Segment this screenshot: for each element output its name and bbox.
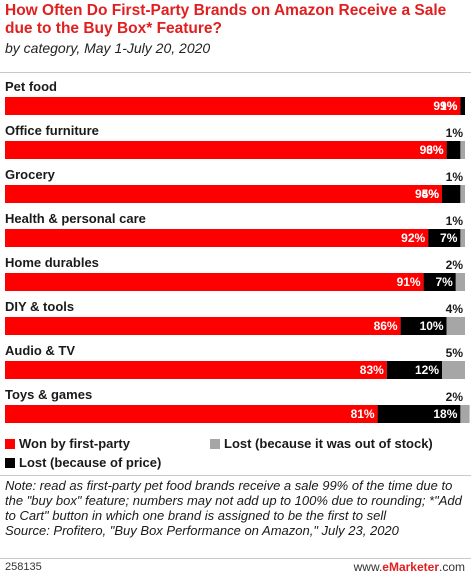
bar-lost-because-of-price-health-personal-care (428, 229, 461, 247)
bar-lost-because-it-was-out-of-stock-grocery (460, 185, 465, 203)
data-label-lost-because-of-price-pet-food: 1% (440, 99, 458, 113)
category-label-office-furniture: Office furniture (5, 123, 99, 138)
bar-lost-because-of-price-pet-food (460, 97, 465, 115)
bar-lost-because-it-was-out-of-stock-home-durables (455, 273, 465, 291)
bar-lost-because-it-was-out-of-stock-toys-games (460, 405, 470, 423)
category-label-grocery: Grocery (5, 167, 56, 182)
data-label-lost-because-of-price-toys-games: 18% (433, 407, 457, 421)
divider (0, 475, 471, 476)
note-text: Note: read as first-party pet food brand… (5, 478, 462, 523)
bar-lost-because-it-was-out-of-stock-health-personal-care (460, 229, 465, 247)
divider (0, 72, 471, 73)
brand-prefix: www. (353, 560, 383, 574)
bar-won-by-first-party-diy-tools (5, 317, 401, 335)
bar-won-by-first-party-toys-games (5, 405, 378, 423)
bar-lost-because-of-price-office-furniture (446, 141, 461, 159)
legend-label-lost-stock: Lost (because it was out of stock) (224, 436, 433, 451)
data-label-lost-because-it-was-out-of-stock-grocery: 1% (446, 170, 464, 184)
bar-lost-because-it-was-out-of-stock-audio-tv (442, 361, 465, 379)
chart-id: 258135 (5, 561, 42, 573)
data-label-lost-because-of-price-office-furniture: 3% (426, 143, 444, 157)
data-label-lost-because-it-was-out-of-stock-health-personal-care: 1% (446, 214, 464, 228)
category-label-diy-tools: DIY & tools (5, 299, 74, 314)
bar-lost-because-of-price-diy-tools (400, 317, 447, 335)
brand-suffix: .com (438, 560, 465, 574)
bar-won-by-first-party-grocery (5, 185, 442, 203)
divider (0, 558, 471, 559)
brand-name: eMarketer (382, 560, 439, 574)
data-label-won-by-first-party-health-personal-care: 92% (401, 231, 425, 245)
data-label-won-by-first-party-audio-tv: 83% (360, 363, 384, 377)
bar-won-by-first-party-audio-tv (5, 361, 387, 379)
source-text: Source: Profitero, "Buy Box Performance … (5, 523, 399, 538)
legend-swatch-lost-price (5, 458, 15, 468)
data-label-won-by-first-party-home-durables: 91% (397, 275, 421, 289)
bar-lost-because-of-price-home-durables (423, 273, 456, 291)
brand-logo: www.eMarketer.com (354, 560, 465, 574)
category-label-audio-tv: Audio & TV (5, 343, 75, 358)
bar-won-by-first-party-health-personal-care (5, 229, 429, 247)
data-label-lost-because-it-was-out-of-stock-home-durables: 2% (446, 258, 464, 272)
category-label-health-personal-care: Health & personal care (5, 211, 146, 226)
bar-lost-because-of-price-toys-games (377, 405, 461, 423)
category-label-home-durables: Home durables (5, 255, 99, 270)
bar-lost-because-it-was-out-of-stock-diy-tools (446, 317, 465, 335)
legend-swatch-won (5, 439, 15, 449)
data-label-lost-because-it-was-out-of-stock-toys-games: 2% (446, 390, 464, 404)
bar-lost-because-of-price-grocery (442, 185, 461, 203)
data-label-lost-because-it-was-out-of-stock-office-furniture: 1% (446, 126, 464, 140)
legend-swatch-lost-stock (210, 439, 220, 449)
data-label-lost-because-of-price-audio-tv: 12% (415, 363, 439, 377)
data-label-won-by-first-party-toys-games: 81% (351, 407, 375, 421)
data-label-lost-because-of-price-health-personal-care: 7% (440, 231, 458, 245)
legend-item-won: Won by first-party (5, 436, 130, 451)
legend-label-won: Won by first-party (19, 436, 130, 451)
data-label-lost-because-of-price-home-durables: 7% (435, 275, 453, 289)
bar-won-by-first-party-pet-food (5, 97, 461, 115)
data-label-won-by-first-party-diy-tools: 86% (374, 319, 398, 333)
category-label-toys-games: Toys & games (5, 387, 92, 402)
chart-title: How Often Do First-Party Brands on Amazo… (5, 2, 447, 37)
bar-lost-because-of-price-audio-tv (386, 361, 442, 379)
data-label-lost-because-it-was-out-of-stock-diy-tools: 4% (446, 302, 464, 316)
legend-label-lost-price: Lost (because of price) (19, 455, 162, 470)
category-label-pet-food: Pet food (5, 79, 57, 94)
legend-item-lost-stock: Lost (because it was out of stock) (210, 436, 433, 451)
data-label-lost-because-it-was-out-of-stock-audio-tv: 5% (446, 346, 464, 360)
data-label-won-by-first-party-grocery: 95% (415, 187, 439, 201)
chart-subtitle: by category, May 1-July 20, 2020 (5, 40, 211, 56)
data-label-lost-because-of-price-diy-tools: 10% (420, 319, 444, 333)
bar-lost-because-it-was-out-of-stock-office-furniture (460, 141, 465, 159)
footnote: Note: read as first-party pet food brand… (5, 478, 467, 538)
data-label-lost-because-of-price-grocery: 4% (422, 187, 440, 201)
data-label-won-by-first-party-office-furniture: 96% (420, 143, 444, 157)
data-label-won-by-first-party-pet-food: 99% (433, 99, 457, 113)
bar-won-by-first-party-home-durables (5, 273, 424, 291)
bar-won-by-first-party-office-furniture (5, 141, 447, 159)
legend-item-lost-price: Lost (because of price) (5, 455, 161, 470)
